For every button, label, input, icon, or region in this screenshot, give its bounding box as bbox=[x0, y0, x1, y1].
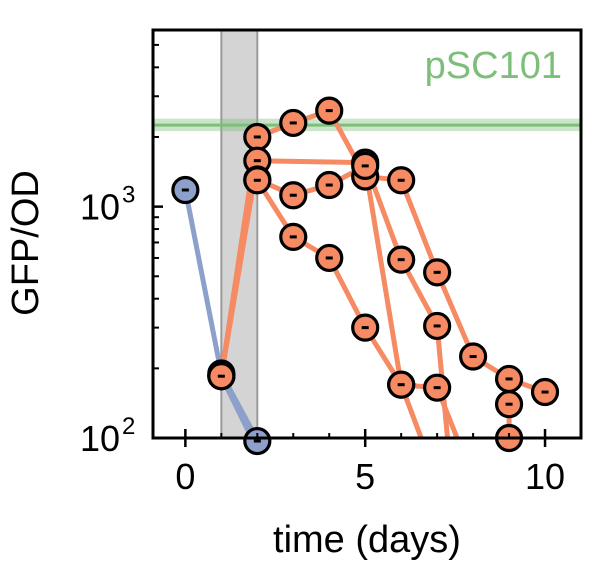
data-point bbox=[387, 245, 416, 274]
reference-label: pSC101 bbox=[425, 45, 562, 87]
data-point bbox=[351, 151, 380, 180]
data-point bbox=[351, 313, 380, 342]
y-tick-exponent: 2 bbox=[122, 413, 135, 440]
data-point bbox=[423, 311, 452, 341]
series-line-6 bbox=[255, 178, 404, 387]
series-line-3 bbox=[218, 108, 546, 395]
y-tick-exponent: 3 bbox=[122, 182, 135, 209]
data-point bbox=[207, 362, 236, 391]
data-point bbox=[387, 370, 416, 399]
data-point bbox=[494, 390, 524, 419]
data-point bbox=[279, 181, 308, 210]
data-point bbox=[315, 96, 344, 125]
data-point bbox=[171, 175, 200, 205]
x-axis-label: time (days) bbox=[273, 519, 461, 561]
data-point bbox=[459, 342, 488, 371]
data-point bbox=[315, 243, 344, 273]
data-point bbox=[494, 364, 524, 394]
data-point bbox=[279, 222, 308, 251]
data-point bbox=[315, 170, 344, 200]
x-tick-label: 10 bbox=[525, 456, 565, 497]
data-point bbox=[423, 373, 452, 402]
axis-ticks bbox=[153, 43, 582, 447]
data-point bbox=[243, 426, 272, 456]
y-tick-label: 10 bbox=[80, 187, 120, 228]
data-point bbox=[279, 108, 308, 138]
data-point bbox=[243, 122, 272, 152]
x-tick-labels: 0 5 10 bbox=[175, 456, 565, 497]
data-point bbox=[387, 166, 416, 195]
data-point bbox=[423, 258, 452, 287]
x-tick-label: 5 bbox=[355, 456, 375, 497]
plot-frame bbox=[151, 28, 583, 440]
y-tick-label: 10 bbox=[80, 418, 120, 459]
reference-band bbox=[153, 118, 581, 132]
data-point bbox=[530, 377, 560, 407]
y-axis-label: GFP/OD bbox=[5, 170, 47, 316]
x-tick-label: 0 bbox=[175, 456, 195, 497]
series-line-0 bbox=[182, 189, 224, 374]
data-points bbox=[171, 96, 560, 456]
data-point bbox=[243, 166, 272, 195]
